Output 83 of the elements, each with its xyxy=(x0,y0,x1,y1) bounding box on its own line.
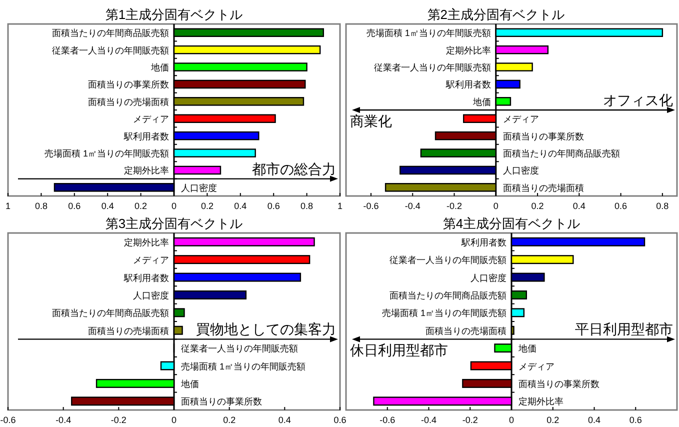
x-tick-label: 0.4 xyxy=(101,201,114,211)
x-tick-label: 0.8 xyxy=(300,201,314,211)
x-tick-label: 0.2 xyxy=(200,201,214,211)
y-tick-label: 駅利用者数 xyxy=(123,272,169,283)
x-tick-label: 0.6 xyxy=(267,201,280,211)
y-tick-label: 従業者一人当りの年間販売額 xyxy=(374,62,491,72)
y-tick-label: 人口密度 xyxy=(502,166,539,176)
title: 第4主成分固有ベクトル xyxy=(442,216,580,231)
x-tick-label: 0.8 xyxy=(656,201,669,211)
x-tick-label: 0.8 xyxy=(34,201,48,211)
x-tick-label: 0.6 xyxy=(629,415,642,425)
y-tick-label: 定期外比率 xyxy=(446,45,491,56)
y-tick-label: 売場面積 1㎡当りの年間販売額 xyxy=(366,28,491,38)
annotation: 商業化 xyxy=(350,113,392,129)
y-tick-label: 駅利用者数 xyxy=(444,80,491,90)
x-tick-label: -0.4 xyxy=(420,415,437,425)
x-tick-label: 0 xyxy=(508,415,514,425)
y-tick-label: 定期外比率 xyxy=(518,396,564,407)
x-tick-label: 0.6 xyxy=(68,201,81,211)
x-tick-label: -0.2 xyxy=(110,415,126,425)
x-tick-label: -0.2 xyxy=(446,201,462,211)
y-tick-label: 駅利用者数 xyxy=(123,131,169,142)
y-tick-label: メディア xyxy=(518,361,554,372)
x-tick-label: 0.4 xyxy=(278,415,291,425)
x-tick-label: 0.2 xyxy=(546,415,560,425)
x-tick-label: 0.4 xyxy=(588,415,601,425)
x-tick-label: -0.4 xyxy=(56,415,72,425)
y-tick-label: 面積当りの事業所数 xyxy=(88,80,169,90)
x-tick-label: -0.6 xyxy=(380,415,396,425)
y-tick-label: 人口密度 xyxy=(181,182,217,193)
y-tick-label: メディア xyxy=(133,255,169,266)
x-tick-label: 0.4 xyxy=(572,201,586,211)
x-tick-label: 0 xyxy=(493,201,498,211)
x-tick-label: 1 xyxy=(5,201,11,211)
x-tick-label: 0.6 xyxy=(614,201,628,211)
x-tick-label: 0.2 xyxy=(531,201,544,211)
annotation: 都市の総合力 xyxy=(252,160,336,177)
y-tick-label: 地価 xyxy=(518,344,536,354)
x-tick-label: 0 xyxy=(171,201,177,211)
y-tick-label: 地価 xyxy=(180,378,199,389)
title: 第1主成分固有ベクトル xyxy=(105,7,243,22)
y-tick-label: 売場面積 1㎡当りの年間販売額 xyxy=(181,361,306,372)
y-tick-label: 従業者一人当りの年間販売額 xyxy=(52,45,169,56)
y-tick-label: 面積当たりの年間商品販売額 xyxy=(390,290,506,300)
y-tick-label: 駅利用者数 xyxy=(460,237,506,248)
annotation: オフィス化 xyxy=(603,92,673,108)
annotation: 休日利用型都市 xyxy=(350,342,448,358)
y-tick-label: 面積当りの売場面積 xyxy=(426,326,506,336)
y-tick-label: 面積当りの事業所数 xyxy=(181,396,262,407)
y-tick-label: 人口密度 xyxy=(133,290,169,300)
y-tick-label: 面積当たりの年間商品販売額 xyxy=(502,148,620,158)
y-tick-label: 面積当りの売場面積 xyxy=(502,182,584,193)
x-tick-label: -0.2 xyxy=(462,415,478,425)
title: 第3主成分固有ベクトル xyxy=(105,216,243,231)
annotation: 平日利用型都市 xyxy=(575,321,673,338)
y-tick-label: 面積当りの売場面積 xyxy=(88,96,169,107)
y-tick-label: メディア xyxy=(502,114,539,124)
x-tick-label: 0.2 xyxy=(223,415,236,425)
x-tick-label: -0.4 xyxy=(404,201,420,211)
y-tick-label: 地価 xyxy=(150,62,169,72)
x-tick-label: 0.4 xyxy=(234,201,247,211)
y-tick-label: 売場面積 1㎡当りの年間販売額 xyxy=(382,308,506,318)
x-tick-label: 0 xyxy=(171,415,177,425)
y-tick-label: 面積当りの事業所数 xyxy=(518,378,600,389)
y-tick-label: 定期外比率 xyxy=(124,237,169,248)
y-tick-label: 面積当たりの年間商品販売額 xyxy=(52,28,169,38)
annotation: 買物地としての集客力 xyxy=(196,321,336,338)
title: 第2主成分固有ベクトル xyxy=(427,7,564,22)
x-tick-label: 0.2 xyxy=(134,201,148,211)
x-tick-label: -0.6 xyxy=(0,415,16,425)
y-tick-label: 人口密度 xyxy=(470,272,506,283)
y-tick-label: 地価 xyxy=(472,96,491,107)
y-tick-label: 定期外比率 xyxy=(124,166,169,176)
y-tick-label: 従業者一人当りの年間販売額 xyxy=(390,255,506,266)
x-tick-label: 0.6 xyxy=(334,415,346,425)
x-tick-label: -0.6 xyxy=(363,201,379,211)
y-tick-label: 従業者一人当りの年間販売額 xyxy=(181,344,298,354)
x-tick-label: 1 xyxy=(337,201,343,211)
y-tick-label: メディア xyxy=(133,114,169,124)
y-tick-label: 面積当りの売場面積 xyxy=(88,326,169,336)
y-tick-label: 面積当りの事業所数 xyxy=(502,131,584,142)
y-tick-label: 売場面積 1㎡当りの年間販売額 xyxy=(44,148,169,158)
y-tick-label: 面積当たりの年間商品販売額 xyxy=(52,308,169,318)
